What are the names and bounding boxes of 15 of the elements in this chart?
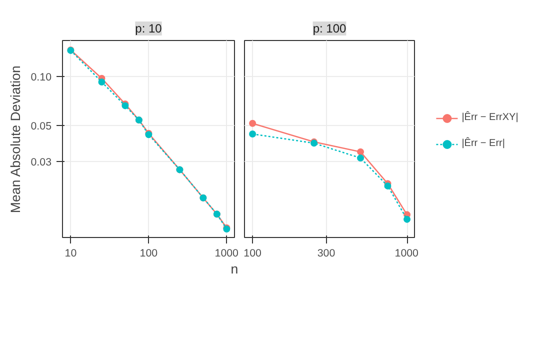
y-axis-title: Mean Absolute Deviation — [8, 66, 23, 214]
legend-label: |Êrr − Err| — [462, 138, 505, 149]
x-tick-label: 100 — [244, 248, 262, 260]
y-tick-label: 0.10 — [30, 72, 52, 84]
x-axis-title: n — [230, 262, 238, 276]
x-tick-label: 1000 — [394, 248, 419, 260]
x-tick-label: 10 — [64, 248, 77, 260]
x-tick-label: 100 — [140, 248, 158, 260]
y-tick-label: 0.05 — [30, 120, 52, 132]
chart-title: p: 100 — [312, 22, 347, 36]
x-tick-label: 1000 — [214, 248, 239, 260]
y-tick-label: 0.03 — [30, 156, 52, 168]
chart-title: p: 10 — [135, 22, 162, 36]
legend-label: |Êrr − ErrXY| — [462, 112, 518, 123]
x-tick-label: 300 — [317, 248, 336, 260]
